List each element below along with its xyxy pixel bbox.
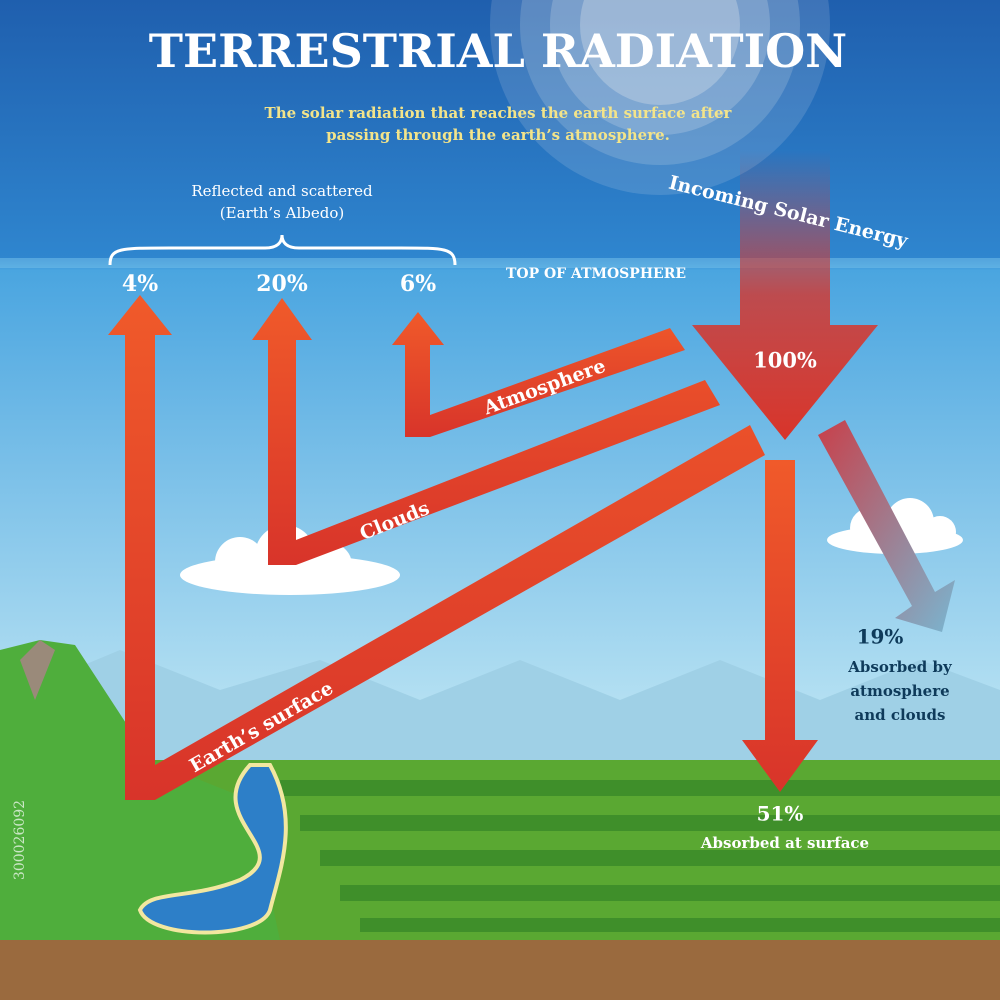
reflected-pct: 6%: [400, 271, 436, 297]
subtitle: passing through the earth’s atmosphere.: [326, 126, 670, 144]
atmosphere-arrow: [392, 312, 685, 437]
incoming-pct: 100%: [753, 348, 817, 373]
surface-absorbed-arrow: [742, 460, 818, 792]
subtitle: The solar radiation that reaches the ear…: [265, 104, 733, 122]
absorbed-label: Absorbed at surface: [700, 834, 869, 852]
stock-id: 300026092: [12, 800, 28, 880]
field-stripes: [280, 780, 1000, 932]
incoming-arrow: [692, 150, 878, 440]
atmosphere-edge: [0, 258, 1000, 268]
albedo-label: (Earth’s Albedo): [220, 204, 344, 222]
clouds-arrow: [252, 298, 720, 565]
absorbed-label: Absorbed by: [847, 658, 953, 676]
brace: [108, 234, 457, 266]
absorbed-pct: 51%: [757, 802, 804, 826]
river: [137, 763, 288, 935]
absorbed-label: atmosphere: [850, 682, 949, 700]
sun: [490, 0, 830, 195]
absorbed-label: and clouds: [854, 706, 945, 724]
reflected-pct: 4%: [122, 271, 158, 297]
atmosphere-absorbed-arrow: [818, 420, 955, 632]
title: TERRESTRIAL RADIATION: [149, 24, 847, 78]
top-of-atmosphere: TOP OF ATMOSPHERE: [506, 266, 686, 282]
albedo-label: Reflected and scattered: [191, 182, 373, 200]
absorbed-pct: 19%: [857, 625, 904, 649]
mountain-peak: [20, 640, 55, 700]
soil: [0, 940, 1000, 1000]
reflected-pct: 20%: [256, 271, 308, 297]
